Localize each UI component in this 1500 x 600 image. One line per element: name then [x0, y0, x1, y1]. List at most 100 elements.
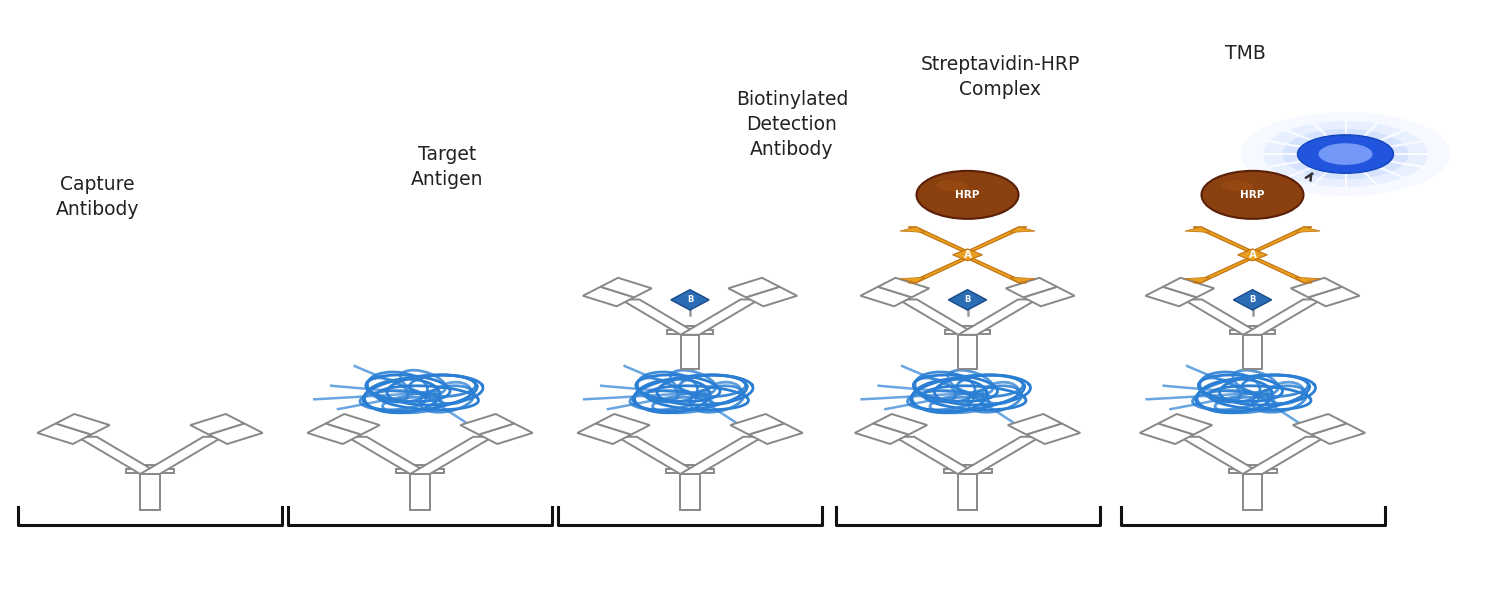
Polygon shape	[1233, 290, 1272, 310]
Text: TMB: TMB	[1224, 44, 1266, 63]
Polygon shape	[952, 249, 982, 261]
Polygon shape	[600, 278, 651, 298]
Polygon shape	[1158, 414, 1212, 434]
Polygon shape	[411, 437, 492, 474]
Polygon shape	[1296, 277, 1320, 283]
Polygon shape	[958, 465, 978, 510]
Ellipse shape	[936, 180, 969, 191]
Polygon shape	[141, 465, 160, 510]
Circle shape	[1298, 135, 1394, 173]
Ellipse shape	[1202, 171, 1304, 219]
Text: A: A	[1248, 250, 1257, 260]
Polygon shape	[958, 437, 1041, 474]
Polygon shape	[900, 277, 924, 283]
Circle shape	[1263, 121, 1428, 187]
Polygon shape	[1242, 437, 1326, 474]
Polygon shape	[396, 469, 444, 473]
Polygon shape	[878, 278, 928, 298]
Polygon shape	[1185, 227, 1209, 232]
Polygon shape	[141, 437, 224, 474]
Polygon shape	[190, 414, 244, 434]
Polygon shape	[748, 424, 802, 444]
Polygon shape	[729, 278, 780, 298]
Polygon shape	[411, 465, 430, 510]
Polygon shape	[1296, 227, 1320, 232]
Polygon shape	[1179, 437, 1262, 474]
Text: B: B	[687, 295, 693, 304]
Polygon shape	[1293, 414, 1347, 434]
Text: HRP: HRP	[956, 190, 980, 200]
Polygon shape	[680, 437, 762, 474]
Polygon shape	[578, 424, 632, 444]
Polygon shape	[1230, 329, 1275, 334]
Polygon shape	[681, 326, 699, 369]
Polygon shape	[38, 424, 92, 444]
Polygon shape	[308, 424, 362, 444]
Polygon shape	[908, 259, 968, 283]
Polygon shape	[898, 299, 977, 335]
Polygon shape	[1292, 278, 1342, 298]
Polygon shape	[670, 290, 710, 310]
Polygon shape	[596, 414, 650, 434]
Polygon shape	[56, 414, 110, 434]
Polygon shape	[1146, 287, 1197, 306]
Polygon shape	[944, 469, 992, 473]
Polygon shape	[681, 299, 759, 335]
Polygon shape	[460, 414, 514, 434]
Polygon shape	[1011, 277, 1035, 283]
Polygon shape	[1238, 249, 1268, 261]
Polygon shape	[1023, 287, 1074, 306]
Polygon shape	[855, 424, 909, 444]
Polygon shape	[1008, 414, 1062, 434]
Polygon shape	[1242, 465, 1262, 510]
Polygon shape	[1184, 299, 1262, 335]
Polygon shape	[958, 326, 976, 369]
Text: Capture
Antibody: Capture Antibody	[56, 175, 140, 219]
Polygon shape	[209, 424, 262, 444]
Polygon shape	[126, 469, 174, 473]
Polygon shape	[78, 437, 160, 474]
Ellipse shape	[1221, 180, 1254, 191]
Polygon shape	[1244, 326, 1262, 369]
Polygon shape	[1162, 278, 1214, 298]
Polygon shape	[1228, 469, 1276, 473]
Polygon shape	[945, 329, 990, 334]
Polygon shape	[1185, 277, 1209, 283]
Text: Biotinylated
Detection
Antibody: Biotinylated Detection Antibody	[736, 90, 847, 159]
Polygon shape	[1192, 227, 1252, 251]
Polygon shape	[1011, 227, 1035, 232]
Polygon shape	[478, 424, 532, 444]
Polygon shape	[900, 227, 924, 232]
Text: B: B	[964, 295, 970, 304]
Text: Target
Antigen: Target Antigen	[411, 145, 483, 189]
Polygon shape	[326, 414, 380, 434]
Polygon shape	[346, 437, 430, 474]
Polygon shape	[861, 287, 912, 306]
Polygon shape	[1192, 259, 1252, 283]
Polygon shape	[908, 227, 968, 251]
Text: B: B	[1250, 295, 1256, 304]
Ellipse shape	[916, 171, 1019, 219]
Polygon shape	[621, 299, 699, 335]
Polygon shape	[968, 259, 1028, 283]
Polygon shape	[948, 290, 987, 310]
Polygon shape	[680, 465, 699, 510]
Circle shape	[1240, 112, 1450, 196]
Text: Streptavidin-HRP
Complex: Streptavidin-HRP Complex	[921, 55, 1080, 99]
Polygon shape	[1140, 424, 1194, 444]
Text: A: A	[963, 250, 972, 260]
Polygon shape	[618, 437, 699, 474]
Polygon shape	[968, 227, 1028, 251]
Polygon shape	[584, 287, 634, 306]
Polygon shape	[1026, 424, 1080, 444]
Polygon shape	[1252, 259, 1312, 283]
Circle shape	[1282, 129, 1408, 179]
Polygon shape	[1252, 227, 1312, 251]
Polygon shape	[894, 437, 978, 474]
Polygon shape	[666, 469, 714, 473]
Polygon shape	[958, 299, 1036, 335]
Circle shape	[1318, 143, 1372, 165]
Polygon shape	[668, 329, 712, 334]
Polygon shape	[1244, 299, 1322, 335]
Polygon shape	[1007, 278, 1058, 298]
